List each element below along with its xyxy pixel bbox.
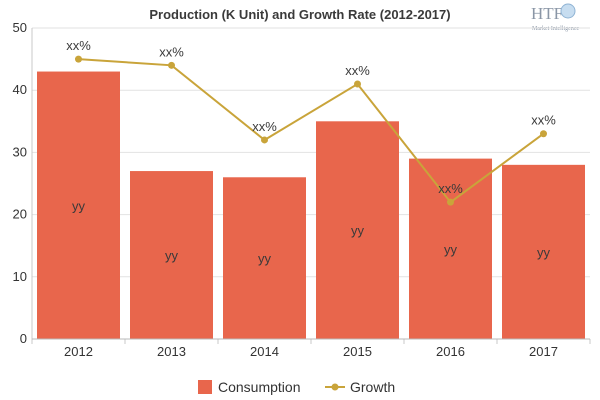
bar-data-label: yy bbox=[165, 248, 179, 263]
line-data-label: xx% bbox=[252, 119, 277, 134]
legend: Consumption Growth bbox=[198, 379, 395, 395]
line-data-label: xx% bbox=[531, 113, 556, 128]
bar-data-label: yy bbox=[258, 251, 272, 266]
bar bbox=[502, 164, 585, 339]
y-tick-label: 40 bbox=[13, 82, 27, 97]
legend-swatch-consumption bbox=[198, 380, 212, 394]
line-point bbox=[168, 61, 175, 69]
x-tick-label: 2014 bbox=[250, 344, 279, 359]
line-point bbox=[354, 80, 361, 88]
bar bbox=[409, 158, 492, 339]
bar-labels: yy yy yy yy yy yy bbox=[72, 198, 551, 266]
line-data-label: xx% bbox=[159, 44, 184, 59]
bar-data-label: yy bbox=[72, 198, 86, 213]
legend-swatch-growth-marker bbox=[331, 383, 339, 391]
y-tick-label: 30 bbox=[13, 144, 27, 159]
line-data-label: xx% bbox=[438, 181, 463, 196]
x-tick-label: 2015 bbox=[343, 344, 372, 359]
y-tick-label: 10 bbox=[13, 269, 27, 284]
legend-label-growth: Growth bbox=[350, 379, 395, 395]
x-tick-label: 2012 bbox=[64, 344, 93, 359]
y-tick-label: 20 bbox=[13, 207, 27, 222]
line-point bbox=[447, 198, 454, 206]
x-tick-label: 2016 bbox=[436, 344, 465, 359]
bar bbox=[37, 71, 120, 339]
y-axis: 0 10 20 30 40 50 bbox=[13, 20, 33, 346]
line-point bbox=[75, 55, 82, 63]
legend-label-consumption: Consumption bbox=[218, 379, 301, 395]
x-tick-label: 2013 bbox=[157, 344, 186, 359]
y-tick-label: 50 bbox=[13, 20, 27, 35]
globe-icon bbox=[560, 3, 576, 19]
bar-data-label: yy bbox=[444, 242, 458, 257]
bar bbox=[316, 121, 399, 339]
line-data-label: xx% bbox=[345, 63, 370, 78]
x-tick-label: 2017 bbox=[529, 344, 558, 359]
y-tick-label: 0 bbox=[20, 331, 27, 346]
growth-line bbox=[78, 58, 545, 204]
x-axis: 2012 2013 2014 2015 2016 2017 bbox=[31, 338, 591, 359]
line-point bbox=[261, 136, 268, 144]
line-data-label: xx% bbox=[66, 38, 91, 53]
chart-title: Production (K Unit) and Growth Rate (201… bbox=[149, 7, 450, 22]
bar-data-label: yy bbox=[351, 223, 365, 238]
bar bbox=[130, 171, 213, 339]
line-point bbox=[540, 130, 547, 138]
bar-data-label: yy bbox=[537, 245, 551, 260]
htf-logo: HTF Market Intelligence bbox=[531, 3, 579, 32]
logo-mark: HTF bbox=[531, 4, 563, 23]
logo-tagline: Market Intelligence bbox=[532, 26, 579, 32]
line-series: xx% xx% xx% xx% xx% xx% bbox=[66, 38, 556, 206]
bar bbox=[223, 177, 306, 339]
bar-series bbox=[37, 71, 585, 339]
